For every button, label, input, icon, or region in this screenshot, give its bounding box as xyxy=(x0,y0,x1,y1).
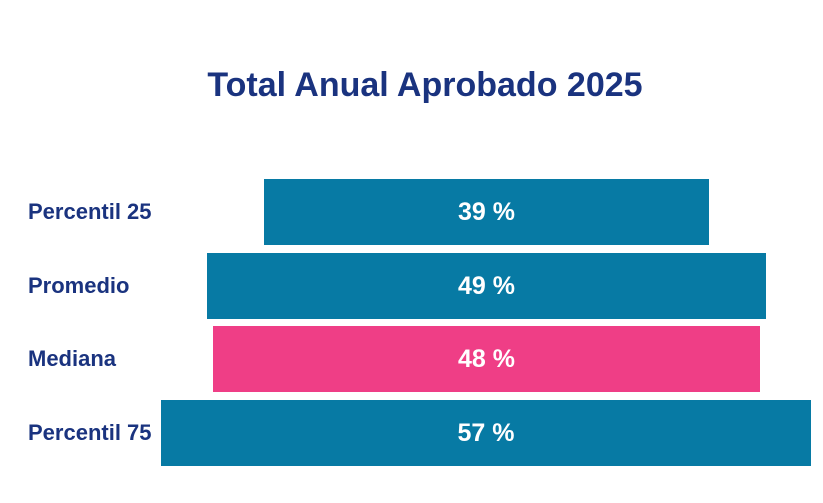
bar-percentil-75: 57 % xyxy=(161,400,811,466)
bar-row: Promedio 49 % xyxy=(0,253,823,319)
chart-title: Total Anual Aprobado 2025 xyxy=(207,66,643,104)
bar-value-label: 39 % xyxy=(458,197,515,226)
bar-value-label: 48 % xyxy=(458,344,515,373)
category-label: Mediana xyxy=(28,346,117,371)
bar-row: Mediana 48 % xyxy=(0,326,823,392)
bar-row: Percentil 25 39 % xyxy=(0,179,823,245)
bar-value-label: 49 % xyxy=(458,271,515,300)
bar-promedio: 49 % xyxy=(207,253,766,319)
bar-value-label: 57 % xyxy=(457,418,515,447)
category-label: Percentil 25 xyxy=(28,199,152,224)
category-label: Percentil 75 xyxy=(28,420,152,445)
category-label: Promedio xyxy=(28,273,130,298)
bar-row: Percentil 75 57 % xyxy=(0,400,823,466)
bar-percentil-25: 39 % xyxy=(264,179,709,245)
bar-mediana: 48 % xyxy=(213,326,760,392)
